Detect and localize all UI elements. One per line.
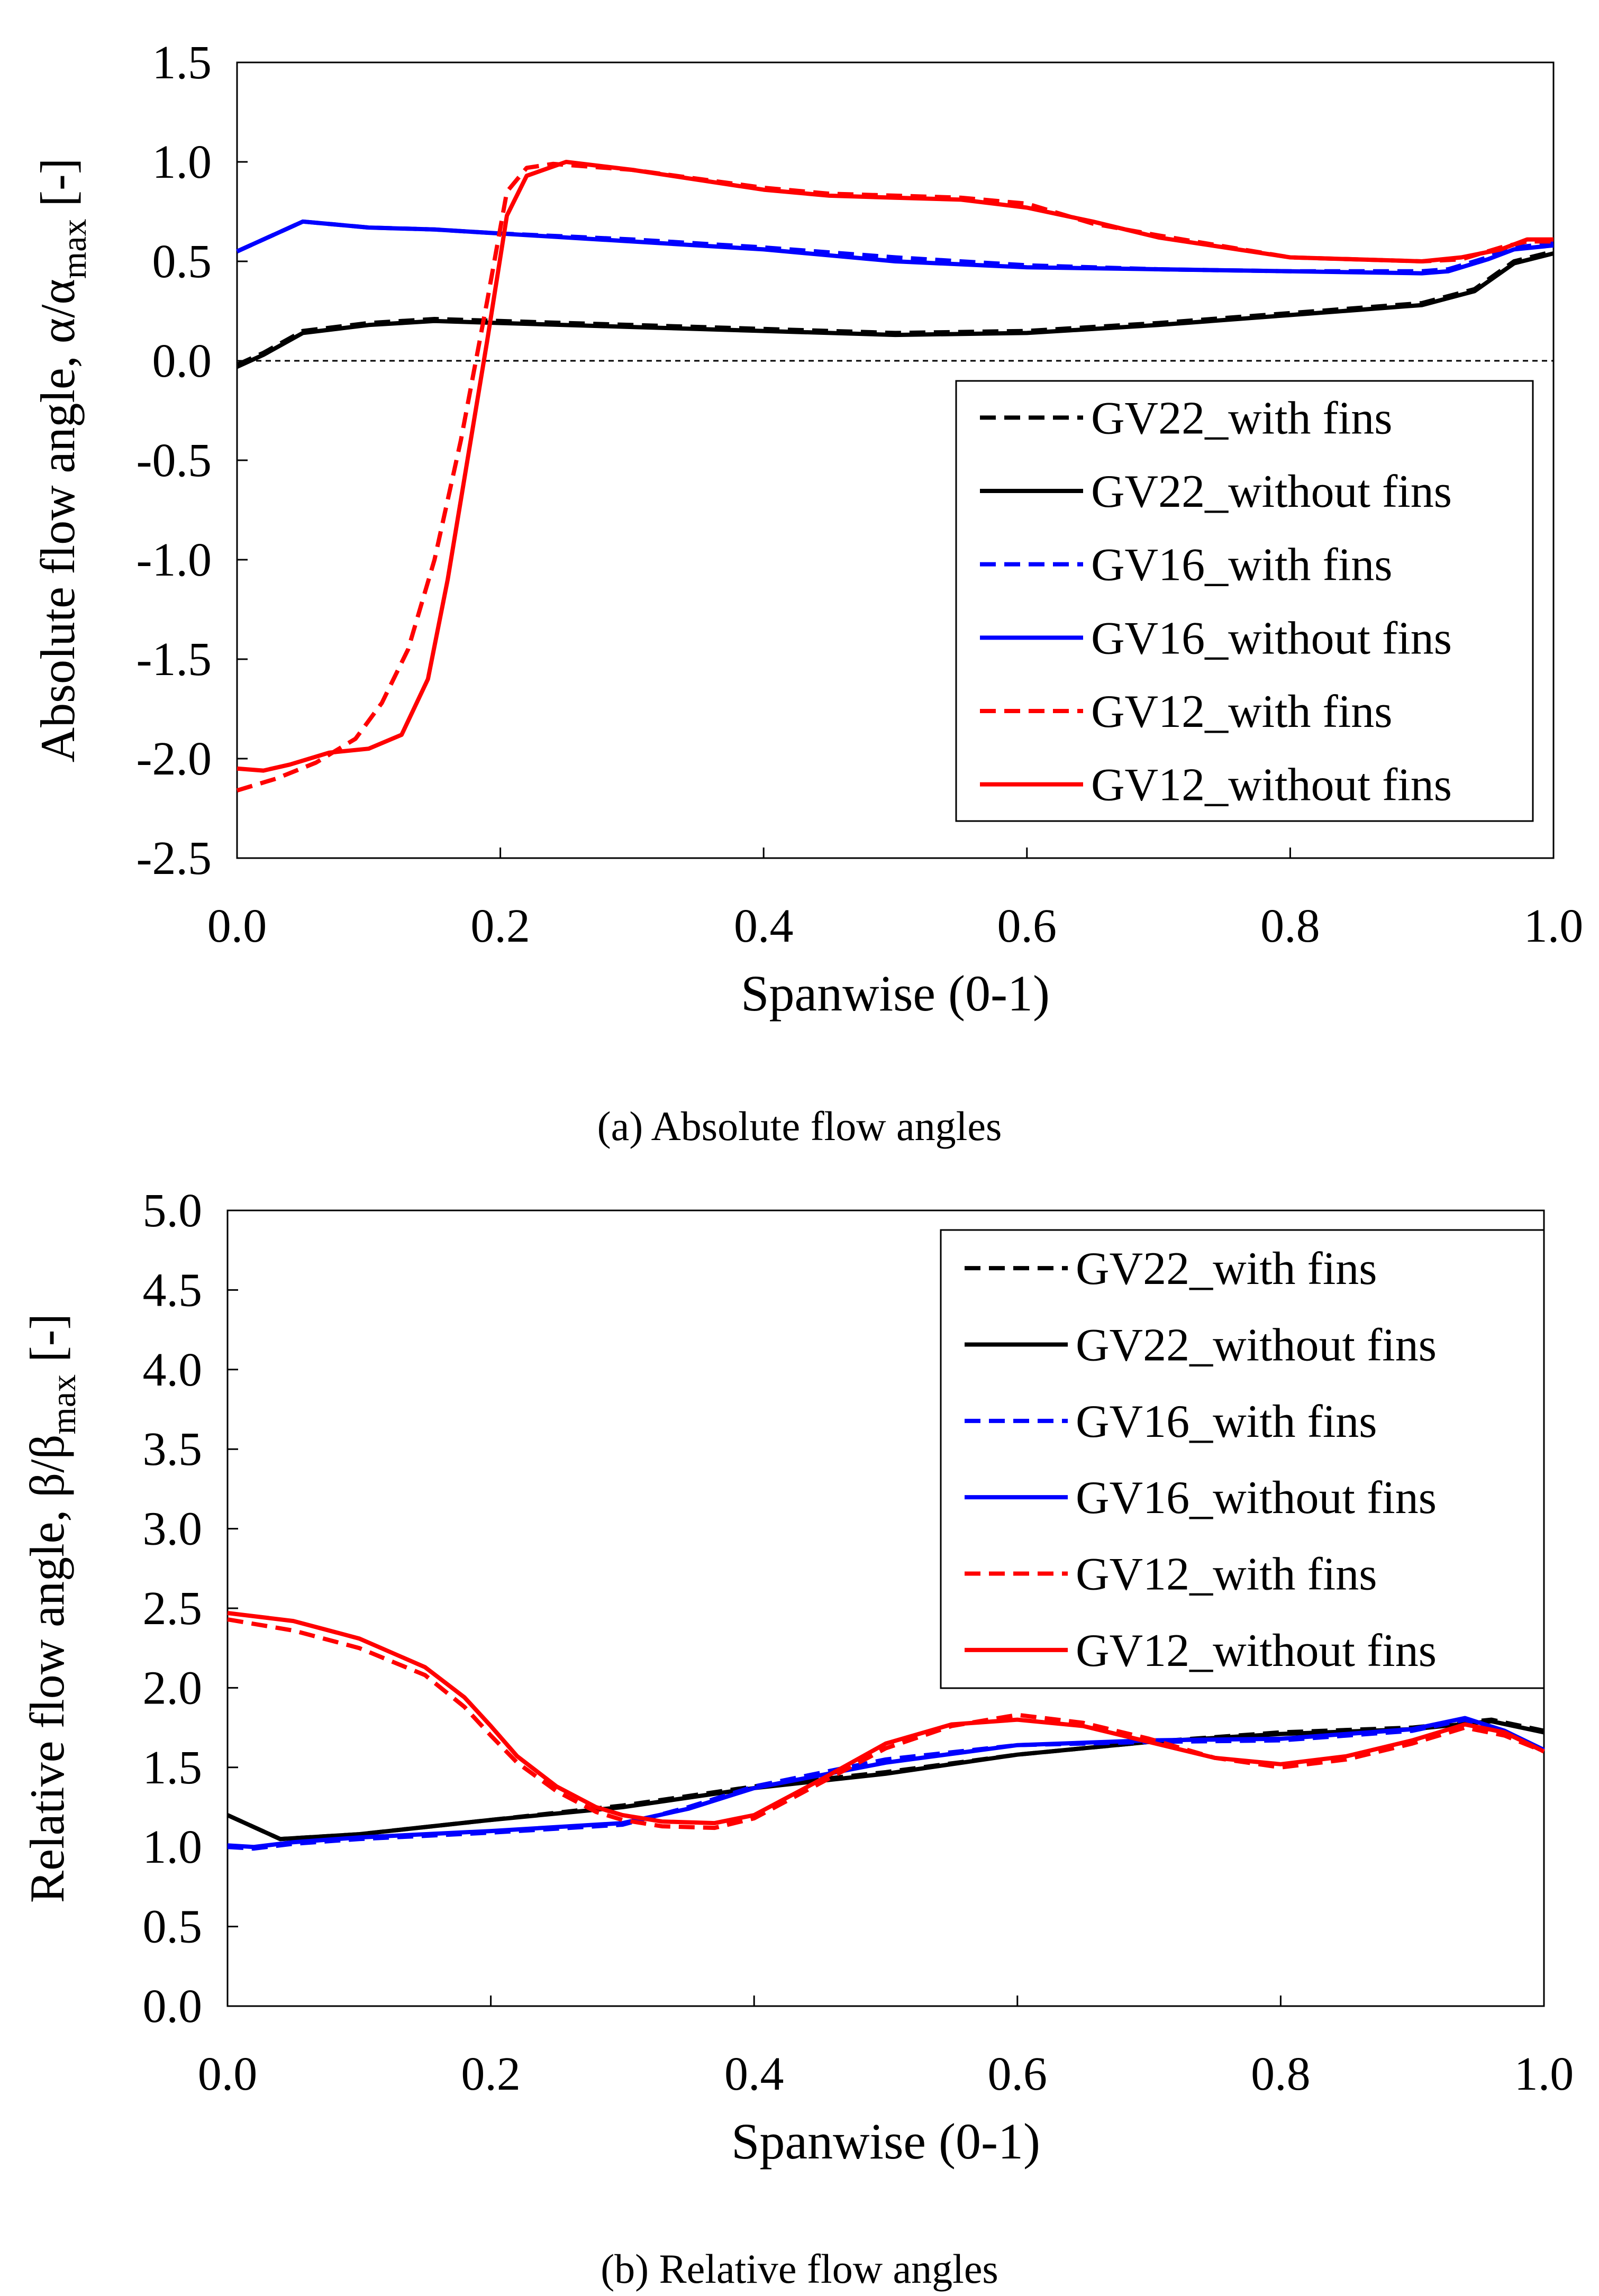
y-tick-label: 0.0 bbox=[152, 335, 212, 387]
y-tick-label: 1.5 bbox=[152, 37, 212, 89]
y-tick-label: 5.0 bbox=[143, 1185, 203, 1237]
figure-caption: (a) Absolute flow angles bbox=[597, 1103, 1002, 1149]
legend-label: GV22_without fins bbox=[1076, 1320, 1437, 1371]
x-tick-label: 0.4 bbox=[724, 2048, 784, 2100]
x-tick-label: 1.0 bbox=[1524, 900, 1584, 952]
series-line-gv12-with-fins bbox=[227, 1617, 1545, 1830]
x-axis-label: Spanwise (0-1) bbox=[741, 965, 1050, 1022]
series-line-gv12-without-fins bbox=[237, 160, 1553, 773]
figure-caption: (b) Relative flow angles bbox=[601, 2246, 998, 2292]
y-tick-label: -2.5 bbox=[137, 832, 212, 885]
series-line-gv12-without-fins bbox=[227, 1611, 1545, 1826]
legend-label: GV16_without fins bbox=[1091, 613, 1452, 664]
legend-box bbox=[955, 380, 1534, 822]
x-tick-label: 0.8 bbox=[1251, 2048, 1311, 2100]
y-tick-label: -0.5 bbox=[137, 434, 212, 487]
y-tick-label: 3.0 bbox=[143, 1503, 203, 1555]
series-line-gv16-without-fins bbox=[227, 1716, 1545, 1849]
y-tick-label: -1.5 bbox=[137, 633, 212, 686]
series-line-gv22-without-fins bbox=[236, 251, 1554, 369]
y-axis-label-subscript: max bbox=[55, 219, 94, 279]
x-tick-label: 0.0 bbox=[207, 900, 267, 952]
y-tick-label: -1.0 bbox=[137, 534, 212, 586]
x-tick-label: 0.6 bbox=[988, 2048, 1048, 2100]
y-tick-label: 0.5 bbox=[152, 235, 212, 288]
x-tick-label: 0.4 bbox=[734, 900, 794, 952]
series-line-gv22-without-fins bbox=[226, 1719, 1545, 1842]
x-tick-label: 1.0 bbox=[1514, 2048, 1574, 2100]
legend-label: GV22_without fins bbox=[1091, 466, 1452, 517]
legend: GV22_with fins GV22_without fins GV16_with… bbox=[955, 380, 1534, 822]
y-tick-label: 1.0 bbox=[143, 1821, 203, 1873]
legend-label: GV12_without fins bbox=[1091, 760, 1452, 811]
chart-absolute: 0.0 0.2 0.4 0.6 0.8 1.0 -2.5 -2.0 -1.5 -1.0 -0.5 0.… bbox=[31, 37, 1583, 1149]
legend-label: GV22_with fins bbox=[1076, 1243, 1377, 1295]
series-line-gv16-without-fins bbox=[236, 219, 1554, 276]
y-tick-label: 1.0 bbox=[152, 136, 212, 188]
x-tick-label: 0.0 bbox=[198, 2048, 258, 2100]
y-tick-label: 0.0 bbox=[143, 1980, 203, 2033]
y-tick-label: 4.5 bbox=[143, 1264, 203, 1316]
x-tick-label: 0.8 bbox=[1260, 900, 1320, 952]
legend-label: GV22_with fins bbox=[1091, 393, 1393, 444]
y-axis-label: Absolute flow angle, α/αmax [-] bbox=[31, 158, 94, 763]
legend-label: GV12_with fins bbox=[1076, 1549, 1377, 1600]
x-axis-label: Spanwise (0-1) bbox=[731, 2113, 1040, 2170]
y-tick-label: -2.0 bbox=[137, 733, 212, 785]
y-axis-label-unit: [-] bbox=[20, 1314, 74, 1374]
y-tick-label: 1.5 bbox=[143, 1742, 203, 1794]
x-tick-label: 0.6 bbox=[997, 900, 1057, 952]
legend-label: GV16_with fins bbox=[1076, 1396, 1377, 1447]
y-tick-label: 4.0 bbox=[143, 1344, 203, 1396]
y-axis-label: Relative flow angle, β/βmax [-] bbox=[20, 1314, 83, 1903]
y-tick-label: 2.5 bbox=[143, 1582, 203, 1635]
series-line-gv16-with-fins bbox=[227, 1717, 1545, 1851]
legend-label: GV16_with fins bbox=[1091, 540, 1393, 591]
legend-label: GV16_without fins bbox=[1076, 1472, 1437, 1524]
legend-label: GV12_with fins bbox=[1091, 686, 1393, 737]
x-tick-label: 0.2 bbox=[461, 2048, 521, 2100]
legend-label: GV12_without fins bbox=[1076, 1625, 1437, 1677]
y-axis-label-main: Relative flow angle, β/β bbox=[20, 1434, 74, 1903]
y-axis-label-main: Absolute flow angle, α/α bbox=[31, 279, 85, 762]
y-tick-label: 2.0 bbox=[143, 1662, 203, 1714]
y-tick-label: 0.5 bbox=[143, 1901, 203, 1953]
y-axis-label-unit: [-] bbox=[31, 158, 85, 219]
x-tick-label: 0.2 bbox=[470, 900, 530, 952]
chart-relative: 0.0 0.2 0.4 0.6 0.8 1.0 0.0 0.5 1.0 1.5 2.0 2.5 3.0 3… bbox=[20, 1185, 1574, 2292]
y-axis-label-subscript: max bbox=[44, 1374, 83, 1435]
legend: GV22_with fins GV22_without fins GV16_with… bbox=[940, 1229, 1545, 1689]
y-tick-label: 3.5 bbox=[143, 1423, 203, 1475]
legend-box bbox=[940, 1229, 1545, 1689]
